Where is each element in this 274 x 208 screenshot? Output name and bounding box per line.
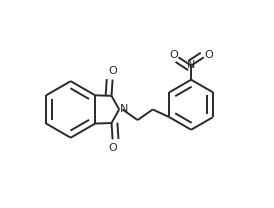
Text: O: O xyxy=(108,66,117,76)
Text: O: O xyxy=(108,143,117,153)
Text: N: N xyxy=(187,60,195,70)
Text: O: O xyxy=(204,50,213,60)
Text: N: N xyxy=(120,104,128,114)
Text: O: O xyxy=(169,50,178,60)
